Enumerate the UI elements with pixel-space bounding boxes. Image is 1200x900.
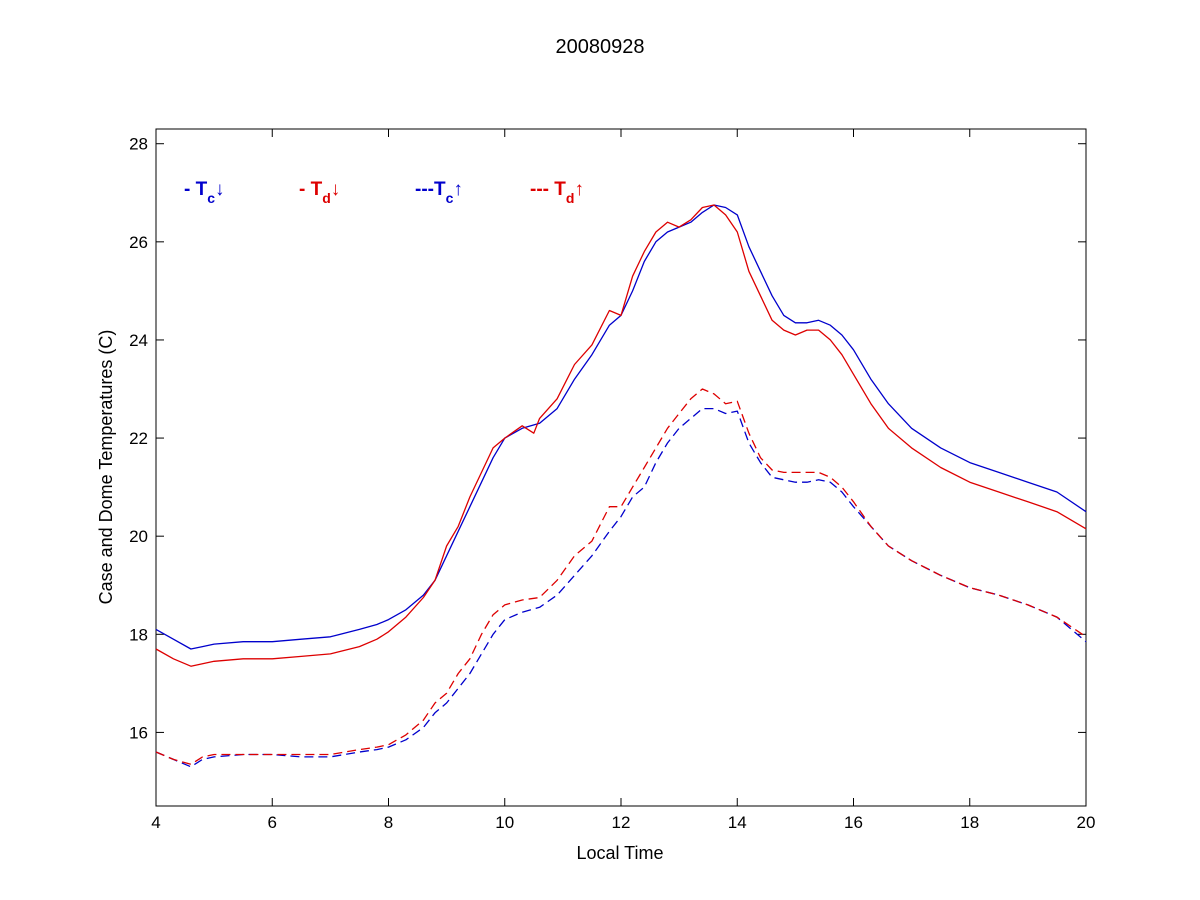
x-tick-label: 6 xyxy=(268,813,277,832)
chart-title: 20080928 xyxy=(556,36,645,58)
x-axis-label: Local Time xyxy=(576,843,663,863)
y-tick-label: 20 xyxy=(129,527,148,546)
legend: - Tc↓ - Td↓ ---Tc↑ --- Td↑ xyxy=(184,179,584,206)
legend-entry-4: --- Td↑ xyxy=(530,179,584,206)
y-tick-label: 18 xyxy=(129,625,148,644)
x-tick-label: 10 xyxy=(495,813,514,832)
y-tick-label: 26 xyxy=(129,233,148,252)
series-line-3 xyxy=(155,407,1087,768)
x-tick-label: 8 xyxy=(384,813,393,832)
x-tick-label: 16 xyxy=(844,813,863,832)
legend-entry-3: ---Tc↑ xyxy=(415,179,463,206)
y-tick-label: 24 xyxy=(129,331,148,350)
x-tick-label: 14 xyxy=(728,813,747,832)
series-line-2 xyxy=(155,204,1087,667)
x-tick-label: 18 xyxy=(960,813,979,832)
y-axis-label: Case and Dome Temperatures (C) xyxy=(96,330,116,605)
series-line-4 xyxy=(155,388,1087,765)
legend-entry-1: - Tc↓ xyxy=(184,179,225,206)
legend-entry-2: - Td↓ xyxy=(299,179,340,206)
series-layer xyxy=(155,204,1087,768)
y-tick-label: 28 xyxy=(129,135,148,154)
series-line-1 xyxy=(155,204,1087,650)
x-tick-label: 12 xyxy=(612,813,631,832)
plot-axes: 4 6 8 10 12 14 16 18 20 16 18 20 22 24 26 28 xyxy=(129,128,1096,832)
y-tick-label: 16 xyxy=(129,723,148,742)
y-tick-label: 22 xyxy=(129,429,148,448)
x-tick-label: 20 xyxy=(1077,813,1096,832)
x-tick-label: 4 xyxy=(151,813,160,832)
